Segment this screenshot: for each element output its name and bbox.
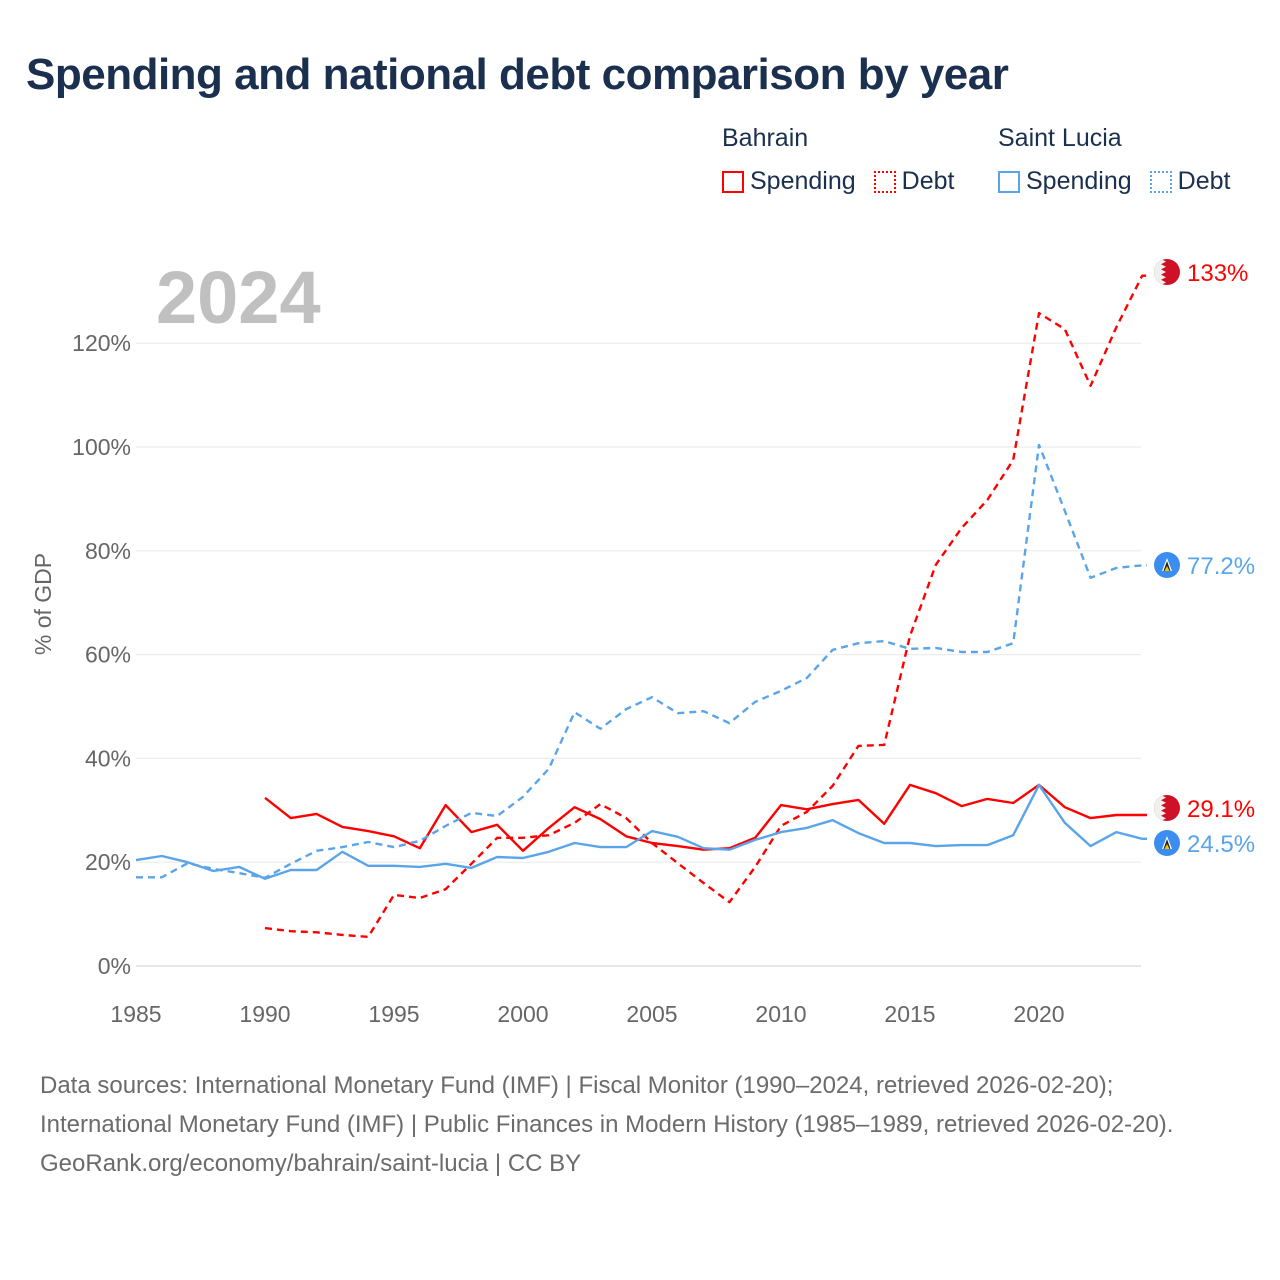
bahrain-flag — [1154, 259, 1180, 285]
legend-label: Debt — [901, 167, 955, 195]
legend-bahrain-debt[interactable]: Debt — [873, 167, 955, 196]
y-tick-label: 20% — [85, 849, 131, 875]
x-tick-label: 1985 — [110, 1001, 161, 1027]
legend-label: Spending — [750, 167, 856, 195]
attribution-link[interactable]: GeoRank.org/economy/bahrain/saint-lucia … — [40, 1150, 582, 1177]
data-sources: Data sources: International Monetary Fun… — [40, 1072, 1174, 1138]
dotted-swatch-icon — [1149, 170, 1172, 193]
series-line-bahrain-debt — [264, 274, 1147, 939]
y-axis-label: % of GDP — [30, 553, 56, 655]
legend-label: Debt — [1177, 167, 1231, 195]
end-value-label: 29.1% — [1187, 796, 1255, 823]
end-value-label: 77.2% — [1187, 553, 1255, 580]
legend-saint-lucia-debt[interactable]: Debt — [1149, 167, 1231, 196]
saint-lucia-flag — [1154, 830, 1180, 856]
dotted-swatch-icon — [873, 170, 896, 193]
line-chart: 2024 % of GDP 0% 20% 40% 60% 80% 100% 120% 1985… — [30, 256, 1255, 1027]
legend-bahrain-spending[interactable]: Spending — [722, 167, 856, 196]
footer: Data sources: International Monetary Fun… — [40, 1066, 1240, 1183]
end-value-label: 24.5% — [1187, 831, 1255, 858]
legend-group-name: Bahrain — [722, 124, 809, 152]
legend-saint-lucia: Saint Lucia Spending Debt — [998, 124, 1230, 200]
series-line-saint-lucia-spending — [135, 783, 1147, 880]
saint-lucia-flag — [1154, 552, 1180, 578]
series-line-bahrain-spending — [264, 783, 1147, 852]
bahrain-flag-stripe — [1154, 259, 1166, 285]
x-tick-label: 2020 — [1013, 1001, 1064, 1027]
chart-title: Spending and national debt comparison by… — [26, 50, 1009, 99]
series-line-saint-lucia-debt — [136, 443, 1147, 879]
y-tick-label: 100% — [72, 434, 131, 460]
y-tick-label: 40% — [85, 745, 131, 771]
y-tick-label: 80% — [85, 538, 131, 564]
x-tick-label: 1995 — [368, 1001, 419, 1027]
x-tick-label: 2005 — [626, 1001, 677, 1027]
y-tick-label: 60% — [85, 642, 131, 668]
y-tick-label: 0% — [98, 953, 131, 979]
solid-swatch-icon — [722, 170, 744, 193]
flag-triangle-gold — [1164, 844, 1170, 849]
solid-swatch-icon — [998, 170, 1020, 193]
x-tick-label: 2010 — [755, 1001, 806, 1027]
x-tick-label: 2015 — [884, 1001, 935, 1027]
bahrain-flag — [1154, 795, 1180, 821]
end-value-label: 133% — [1187, 260, 1248, 287]
y-tick-label: 120% — [72, 330, 131, 356]
flag-triangle-gold — [1164, 566, 1170, 571]
x-tick-label: 1990 — [239, 1001, 290, 1027]
legend-label: Spending — [1026, 167, 1132, 195]
x-tick-label: 2000 — [497, 1001, 548, 1027]
legend-group-name: Saint Lucia — [998, 124, 1122, 152]
legend-saint-lucia-spending[interactable]: Spending — [998, 167, 1132, 196]
bahrain-flag-stripe — [1154, 795, 1166, 821]
year-watermark: 2024 — [156, 256, 321, 339]
legend-bahrain: Bahrain Spending Debt — [722, 124, 972, 200]
